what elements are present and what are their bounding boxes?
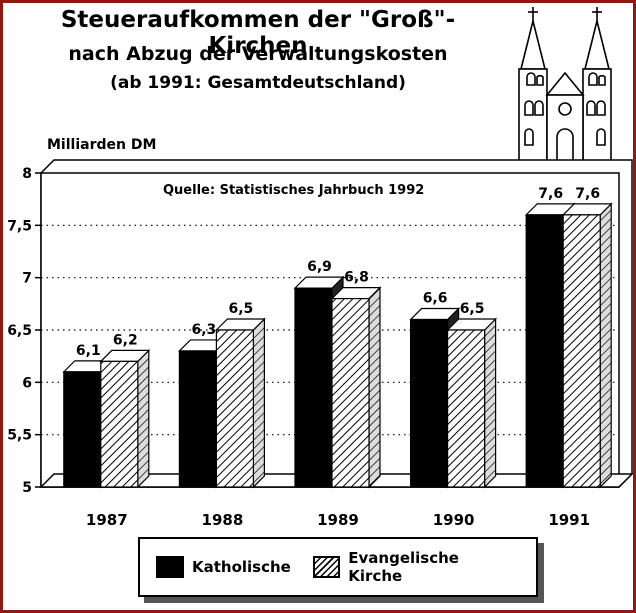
bar (330, 286, 382, 489)
bar-side (368, 286, 381, 489)
bar-value-label: 6,5 (228, 301, 253, 317)
bar-front (178, 350, 217, 488)
bar-value-label: 7,6 (538, 186, 563, 202)
legend-item-katholische: Katholische (156, 556, 291, 578)
legend-item-evangelische: Evangelische Kirche (312, 549, 514, 585)
bar-side (484, 317, 497, 489)
bar-value-label: 6,8 (344, 270, 369, 286)
y-tick-label: 5,5 (7, 428, 32, 444)
bar-front (294, 287, 333, 488)
bar-value-label: 6,5 (460, 301, 485, 317)
legend-swatch-katholische (156, 556, 184, 578)
bar-value-label: 6,1 (76, 343, 101, 359)
y-tick-label: 8 (22, 166, 32, 182)
chart-title-line-1: Steueraufkommen der "Groß"-Kirchen (60, 7, 456, 59)
bar-value-label: 6,6 (423, 291, 448, 307)
bar-side (137, 348, 150, 489)
x-tick-label: 1987 (86, 511, 128, 529)
chart-annotation: Quelle: Statistisches Jahrbuch 1992 (163, 183, 424, 198)
y-axis-ticks: 5 5,5 6 6,5 7 7,5 8 (7, 166, 41, 496)
bar-front (100, 360, 139, 488)
y-tick-label: 5 (22, 480, 32, 496)
bar-front (525, 214, 564, 488)
bar-side (599, 202, 612, 489)
chart-title-line-2: nach Abzug der Verwaltungskosten (68, 43, 448, 65)
bars: 6,1 6,2 6,3 6,5 6,9 6,8 6,6 6,5 7,6 7,6 (62, 186, 613, 489)
bar (446, 317, 498, 489)
bar-front (63, 371, 102, 488)
y-tick-label: 7,5 (7, 218, 32, 234)
y-tick-label: 6,5 (7, 323, 32, 339)
bar-value-label: 6,3 (191, 322, 216, 338)
bar-chart: 5 5,5 6 6,5 7 7,5 8 Quelle: Statistisches Jahr… (7, 159, 633, 529)
bar (214, 317, 266, 489)
x-tick-label: 1989 (317, 511, 359, 529)
bar (561, 202, 613, 489)
x-tick-label: 1991 (548, 511, 590, 529)
bar-value-label: 6,2 (113, 332, 138, 348)
bar-side (252, 317, 265, 489)
y-axis-label: Milliarden DM (47, 137, 157, 153)
legend-label-katholische: Katholische (192, 558, 291, 576)
bar-front (331, 298, 370, 488)
bar (99, 348, 151, 489)
x-tick-label: 1990 (433, 511, 475, 529)
bar-value-label: 6,9 (307, 259, 332, 275)
bar-front (410, 318, 449, 488)
legend-swatch-evangelische (312, 556, 341, 578)
legend-label-evangelische: Evangelische Kirche (348, 549, 459, 585)
bar-front (215, 329, 254, 488)
legend: Katholische Evangelische Kirche (138, 537, 538, 597)
x-tick-label: 1988 (202, 511, 244, 529)
x-axis-ticks: 1987 1988 1989 1990 1991 (86, 511, 590, 529)
bar-front (447, 329, 486, 488)
chart-title-line-3: (ab 1991: Gesamtdeutschland) (110, 73, 406, 93)
y-tick-label: 7 (22, 271, 32, 287)
bar-value-label: 7,6 (575, 186, 600, 202)
y-tick-label: 6 (22, 375, 32, 391)
bar-front (562, 214, 601, 488)
church-icon (518, 7, 612, 162)
